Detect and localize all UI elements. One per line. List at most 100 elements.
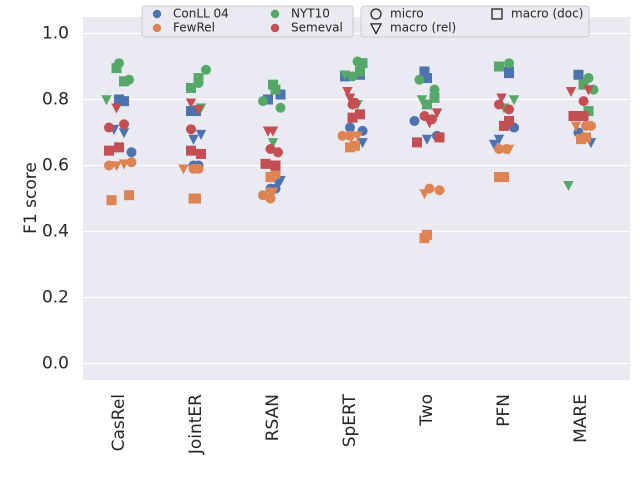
y-tick-label: 0.2 bbox=[42, 288, 69, 308]
point-fewrel-micro-rsan bbox=[257, 190, 268, 201]
x-tick-label-jointer: JointER bbox=[186, 394, 206, 455]
point-semeval-macro-doc--jointer bbox=[185, 145, 196, 156]
x-tick-labels: CasRel JointER RSAN SpERT Two PFN MARE bbox=[109, 393, 591, 455]
point-semeval-macro-rel--jointer bbox=[185, 98, 197, 109]
point-semeval-macro-doc--spert bbox=[355, 109, 366, 120]
legend-label: macro (doc) bbox=[511, 7, 583, 21]
point-conll-04-macro-doc--rsan bbox=[262, 94, 273, 105]
point-nyt10-macro-doc--rsan bbox=[270, 84, 281, 95]
point-semeval-micro-jointer bbox=[185, 124, 196, 135]
point-fewrel-macro-doc--pfn bbox=[499, 172, 509, 183]
point-nyt10-macro-doc--mare bbox=[583, 106, 594, 117]
point-nyt10-micro-pfn bbox=[504, 58, 515, 69]
point-nyt10-macro-doc--jointer bbox=[193, 73, 204, 84]
point-conll-04-macro-rel--spert bbox=[357, 138, 368, 149]
point-conll-04-macro-rel--jointer bbox=[188, 134, 199, 145]
legend-marker-macro-rel- bbox=[369, 23, 383, 35]
legend-marker-semeval bbox=[270, 23, 280, 33]
point-conll-04-macro-doc--jointer bbox=[185, 106, 196, 117]
point-conll-04-macro-rel--two bbox=[421, 134, 433, 145]
y-axis-label: F1 score bbox=[21, 162, 41, 234]
point-nyt10-macro-rel--two bbox=[416, 95, 428, 106]
legend-label: macro (rel) bbox=[390, 21, 456, 35]
point-fewrel-macro-doc--pfn bbox=[493, 172, 504, 183]
point-nyt10-macro-rel--pfn bbox=[508, 95, 520, 106]
point-semeval-macro-doc--two bbox=[434, 132, 445, 143]
legend-marker-micro bbox=[370, 8, 382, 20]
point-conll-04-macro-rel--casrel bbox=[118, 128, 130, 139]
x-tick-label-rsan: RSAN bbox=[263, 394, 283, 441]
point-fewrel-macro-rel--two bbox=[419, 189, 430, 200]
x-tick-label-casrel: CasRel bbox=[109, 394, 129, 451]
point-conll-04-macro-doc--two bbox=[419, 66, 430, 77]
point-semeval-macro-doc--mare bbox=[568, 111, 579, 121]
point-semeval-macro-rel--two bbox=[424, 118, 435, 129]
x-tick-label-mare: MARE bbox=[571, 394, 591, 443]
point-semeval-macro-doc--jointer bbox=[196, 148, 207, 159]
point-fewrel-macro-doc--jointer bbox=[191, 193, 201, 204]
y-tick-label: 1.0 bbox=[42, 24, 69, 44]
point-nyt10-macro-doc--jointer bbox=[185, 82, 196, 93]
point-conll-04-micro-two bbox=[409, 115, 420, 126]
point-semeval-macro-rel--spert bbox=[344, 93, 356, 104]
point-semeval-micro-casrel bbox=[119, 119, 130, 130]
point-fewrel-macro-doc--casrel bbox=[124, 190, 135, 201]
point-nyt10-macro-doc--mare bbox=[578, 79, 589, 90]
point-semeval-micro-casrel bbox=[103, 122, 114, 133]
legend-label: micro bbox=[390, 7, 424, 21]
x-tick-label-spert: SpERT bbox=[340, 393, 360, 447]
point-fewrel-micro-casrel bbox=[103, 160, 114, 171]
point-nyt10-macro-doc--casrel bbox=[111, 63, 122, 74]
point-nyt10-macro-doc--spert bbox=[355, 66, 366, 77]
point-fewrel-macro-rel--pfn bbox=[503, 144, 515, 155]
legend: ConLL 04 NYT10 FewRel Semeval micro macro (do… bbox=[141, 5, 590, 38]
legend-label: NYT10 bbox=[291, 7, 330, 21]
legend-marker-conll-04 bbox=[152, 9, 162, 19]
point-nyt10-micro-jointer bbox=[201, 64, 212, 75]
point-nyt10-macro-doc--pfn bbox=[493, 61, 504, 72]
point-conll-04-macro-doc--jointer bbox=[191, 106, 201, 117]
point-semeval-macro-doc--two bbox=[411, 137, 422, 148]
point-fewrel-macro-rel--casrel bbox=[111, 161, 122, 172]
point-conll-04-macro-doc--casrel bbox=[119, 96, 130, 107]
y-tick-labels: 0.0 0.2 0.4 0.6 0.8 1.0 bbox=[42, 24, 69, 374]
point-nyt10-macro-rel--casrel bbox=[101, 95, 112, 106]
point-fewrel-micro-two bbox=[434, 185, 445, 196]
point-fewrel-macro-doc--two bbox=[422, 229, 432, 240]
point-nyt10-micro-rsan bbox=[275, 102, 286, 113]
point-nyt10-macro-doc--spert bbox=[357, 58, 368, 69]
point-fewrel-macro-rel--casrel bbox=[118, 159, 130, 170]
point-semeval-macro-rel--casrel bbox=[111, 103, 122, 114]
point-semeval-macro-doc--pfn bbox=[504, 115, 515, 126]
point-conll-04-macro-doc--pfn bbox=[504, 66, 515, 77]
point-conll-04-macro-doc--rsan bbox=[275, 89, 286, 100]
point-semeval-micro-pfn bbox=[504, 104, 515, 115]
point-nyt10-macro-rel--spert bbox=[339, 70, 351, 81]
point-fewrel-macro-doc--spert bbox=[350, 140, 361, 151]
point-fewrel-micro-jointer bbox=[193, 163, 204, 174]
point-fewrel-macro-doc--mare bbox=[581, 132, 592, 143]
point-fewrel-macro-rel--jointer bbox=[178, 164, 189, 175]
point-semeval-macro-rel--pfn bbox=[496, 93, 507, 104]
point-conll-04-macro-rel--pfn bbox=[493, 134, 505, 145]
legend-metrics-box bbox=[360, 5, 590, 38]
point-conll-04-micro-casrel bbox=[126, 147, 137, 158]
point-fewrel-micro-mare bbox=[586, 120, 597, 131]
point-fewrel-macro-doc--mare bbox=[576, 134, 586, 145]
point-fewrel-macro-doc--spert bbox=[345, 142, 355, 153]
point-semeval-macro-doc--mare bbox=[578, 111, 589, 121]
y-tick-label: 0.4 bbox=[42, 222, 69, 242]
point-nyt10-macro-doc--two bbox=[422, 99, 432, 110]
point-semeval-macro-doc--rsan bbox=[270, 160, 281, 171]
point-nyt10-micro-two bbox=[429, 84, 440, 95]
point-semeval-macro-doc--rsan bbox=[260, 158, 271, 169]
point-semeval-micro-spert bbox=[350, 97, 361, 108]
x-tick-label-two: Two bbox=[417, 394, 437, 427]
point-semeval-macro-doc--casrel bbox=[103, 145, 114, 156]
point-conll-04-micro-spert bbox=[345, 122, 355, 133]
legend-label: Semeval bbox=[291, 21, 343, 35]
point-fewrel-macro-rel--mare bbox=[570, 121, 582, 132]
y-tick-label: 0.8 bbox=[42, 90, 69, 110]
legend-datasets-box bbox=[141, 5, 354, 38]
